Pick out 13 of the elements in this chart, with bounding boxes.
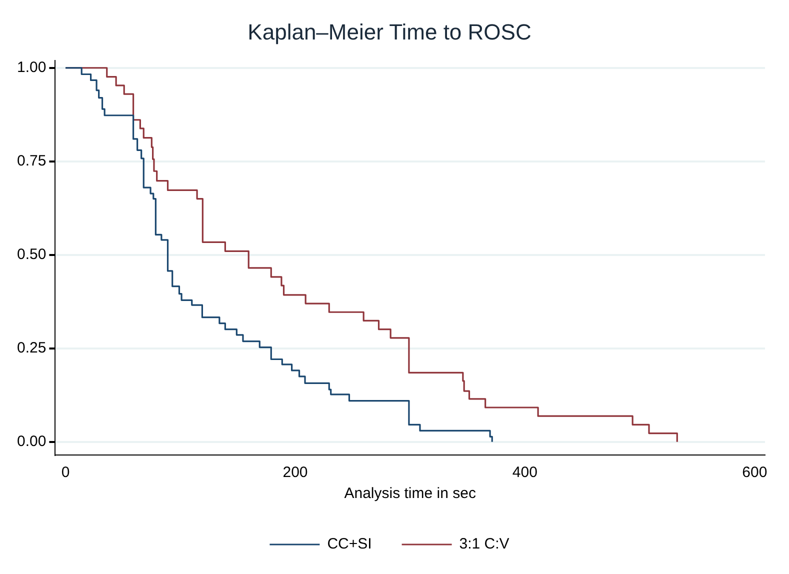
y-tick-label: 0.00: [16, 433, 46, 450]
y-tick-label: 1.00: [16, 59, 46, 76]
y-tick-label: 0.25: [16, 340, 46, 357]
x-tick-label: 600: [742, 464, 768, 482]
legend-label: CC+SI: [327, 536, 372, 553]
x-axis-title: Analysis time in sec: [344, 485, 476, 502]
legend-label: 3:1 C:V: [459, 536, 510, 553]
y-tick-label: 0.50: [16, 246, 46, 264]
chart-title: Kaplan–Meier Time to ROSC: [248, 19, 532, 44]
x-tick-label: 0: [61, 464, 70, 482]
x-tick-label: 400: [512, 464, 538, 482]
y-tick-label: 0.75: [16, 152, 46, 170]
x-tick-label: 200: [282, 464, 308, 482]
